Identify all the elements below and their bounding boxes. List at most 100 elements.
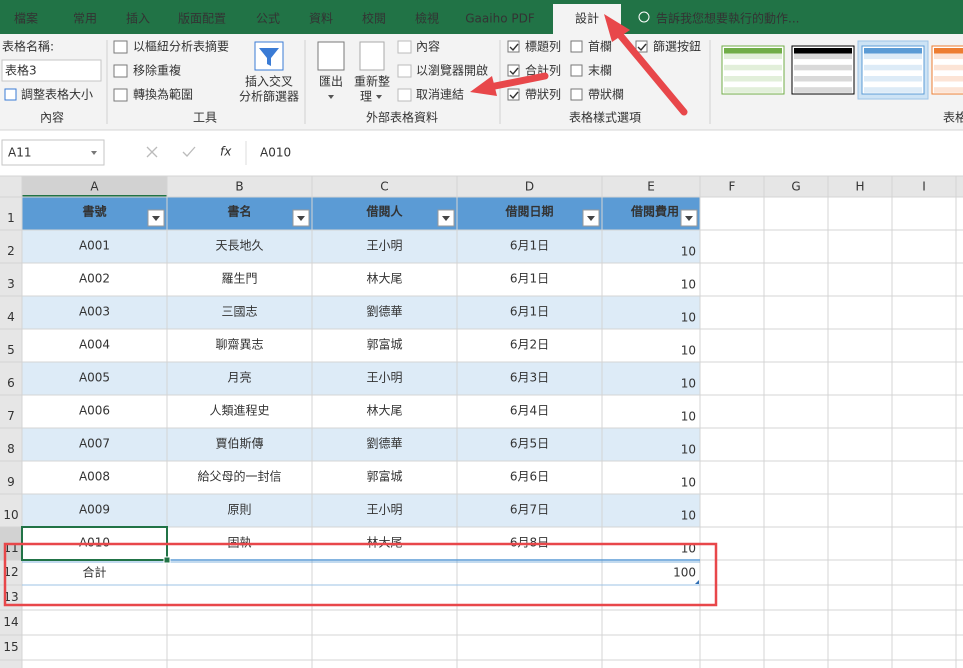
style-band: [794, 48, 852, 54]
table-cell: 天長地久: [215, 239, 263, 253]
checkbox[interactable]: [570, 88, 583, 101]
style-band: [724, 53, 782, 60]
row-header[interactable]: 8: [7, 442, 15, 456]
external-button[interactable]: 內容: [416, 39, 440, 54]
checkbox[interactable]: [570, 40, 583, 53]
table-cell: 6月1日: [510, 305, 549, 319]
row-header[interactable]: 14: [3, 615, 18, 629]
resize-button[interactable]: 調整表格大小: [21, 87, 93, 102]
checkbox[interactable]: [635, 40, 648, 53]
total-label: 合計: [82, 565, 106, 580]
table-header-cell: 書號: [82, 204, 106, 219]
group-label: 表格樣式選項: [569, 110, 641, 125]
fx-button[interactable]: fx: [220, 145, 232, 159]
style-band: [864, 64, 922, 71]
checkbox[interactable]: [507, 64, 520, 77]
table-cell: A003: [79, 305, 110, 319]
table-cell: 6月3日: [510, 371, 549, 385]
row-header[interactable]: 5: [7, 343, 15, 357]
arrow-shaft: [486, 72, 549, 91]
refresh-button[interactable]: 重新整: [354, 74, 390, 89]
refresh-icon: [359, 41, 385, 71]
ribbon-tab[interactable]: 檔案: [14, 11, 38, 26]
column-header[interactable]: H: [855, 180, 864, 194]
ribbon-tab[interactable]: 資料: [309, 12, 333, 26]
tool-button[interactable]: 移除重複: [133, 63, 181, 78]
formula-bar-bg: [0, 131, 963, 168]
style-band: [794, 81, 852, 88]
checkbox[interactable]: [570, 64, 583, 77]
row-header[interactable]: 13: [3, 590, 18, 604]
row-header[interactable]: 6: [7, 376, 15, 390]
name-box[interactable]: [1, 139, 105, 166]
style-band: [724, 87, 782, 93]
slicer-button[interactable]: 插入交叉: [245, 74, 293, 89]
export-button[interactable]: 匯出: [319, 75, 343, 89]
option-label[interactable]: 首欄: [588, 39, 612, 54]
table-cell: 賈伯斯傳: [215, 436, 263, 451]
tell-me-box[interactable]: 告訴我您想要執行的動作...: [656, 11, 799, 26]
style-band: [724, 59, 782, 65]
column-header[interactable]: G: [791, 180, 800, 194]
table-cell: A004: [79, 338, 110, 352]
row-header[interactable]: 4: [7, 310, 15, 324]
option-label[interactable]: 篩選按鈕: [653, 39, 701, 54]
table-cell: A009: [79, 503, 110, 517]
table-cell: 林大尾: [366, 272, 402, 286]
ribbon-tab[interactable]: 常用: [73, 12, 97, 26]
icon: [113, 40, 128, 54]
slicer-funnel: [259, 48, 279, 66]
row-header[interactable]: 12: [3, 565, 18, 579]
ribbon-tab[interactable]: 版面配置: [178, 12, 226, 26]
style-band: [794, 87, 852, 93]
external-button[interactable]: 取消連結: [416, 88, 464, 102]
table-cell: A005: [79, 371, 110, 385]
column-header[interactable]: F: [729, 180, 736, 194]
checkbox[interactable]: [507, 40, 520, 53]
icon: [397, 88, 412, 102]
ribbon-tab[interactable]: 設計: [575, 11, 599, 26]
ribbon-tab[interactable]: Gaaiho PDF: [465, 12, 535, 26]
filter-caret: [297, 216, 305, 221]
dropdown-caret: [328, 95, 334, 99]
slicer-button[interactable]: 分析篩選器: [239, 89, 299, 104]
column-header[interactable]: B: [235, 180, 243, 194]
table-cell: 郭富城: [366, 469, 402, 484]
table-cell: 王小明: [366, 371, 402, 385]
option-label[interactable]: 帶狀欄: [588, 87, 624, 102]
checkbox[interactable]: [507, 88, 520, 101]
ribbon-tab[interactable]: 公式: [256, 12, 280, 26]
option-label[interactable]: 帶狀列: [525, 88, 561, 102]
row-header[interactable]: 3: [7, 277, 15, 291]
column-header[interactable]: I: [922, 180, 926, 194]
row-header[interactable]: 9: [7, 475, 15, 489]
row-header[interactable]: 15: [3, 640, 18, 654]
option-label[interactable]: 標題列: [525, 40, 561, 54]
ribbon-tab[interactable]: 檢視: [415, 11, 439, 26]
fill-handle: [163, 556, 171, 564]
tool-button[interactable]: 轉換為範圍: [133, 87, 193, 102]
column-header[interactable]: E: [647, 180, 655, 194]
row-header[interactable]: 1: [7, 211, 15, 225]
row-header[interactable]: 10: [3, 508, 18, 522]
tool-button[interactable]: 以樞紐分析表摘要: [133, 39, 229, 54]
refresh-button[interactable]: 理: [360, 90, 372, 104]
option-label[interactable]: 末欄: [588, 63, 612, 78]
table-cell: 6月6日: [510, 470, 549, 484]
option-label[interactable]: 合計列: [525, 63, 561, 78]
table-cell: 10: [681, 410, 696, 424]
ribbon-tab[interactable]: 校閱: [362, 11, 386, 26]
column-header-bar: [0, 176, 963, 197]
column-header[interactable]: D: [525, 180, 534, 194]
table-name-value[interactable]: 表格3: [5, 63, 37, 78]
column-header[interactable]: A: [90, 180, 99, 194]
table-cell: 6月8日: [510, 536, 549, 550]
icon: [397, 64, 412, 78]
ribbon-tab[interactable]: 插入: [126, 12, 150, 26]
row-header[interactable]: 7: [7, 409, 15, 423]
table-cell: 10: [681, 509, 696, 523]
row-header[interactable]: 2: [7, 244, 15, 258]
external-button[interactable]: 以瀏覽器開啟: [416, 63, 488, 78]
column-header[interactable]: C: [380, 180, 388, 194]
style-band: [864, 53, 922, 60]
